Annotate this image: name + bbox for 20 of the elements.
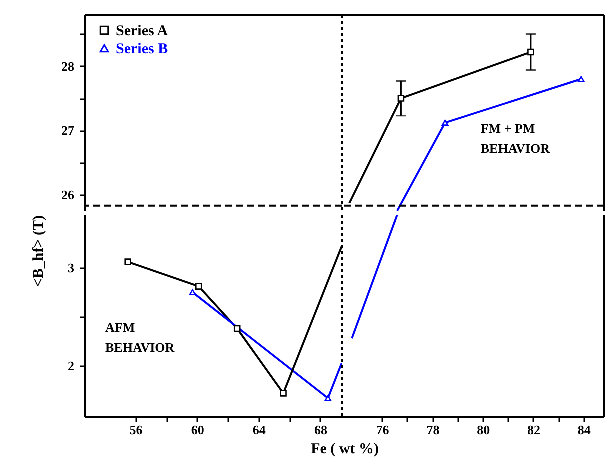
x-axis-title: Fe ( wt %)	[311, 442, 379, 458]
x-tick-label: 60	[191, 422, 204, 438]
x-tick-label: 80	[477, 422, 490, 438]
y-tick-label: 2	[68, 358, 74, 374]
legend-label: Series A	[116, 24, 168, 40]
y-tick-label: 26	[62, 187, 75, 202]
x-tick-label: 68	[314, 422, 328, 438]
y-tick-label: 27	[62, 123, 75, 138]
annotation: FM + PM BEHAVIOR	[480, 120, 551, 156]
annotation: AFM BEHAVIOR	[106, 320, 176, 356]
y-axis-title: <B_hf> (T)	[31, 216, 47, 288]
x-tick-label: 82	[527, 422, 540, 438]
x-tick-label: 78	[426, 422, 440, 438]
y-tick-label: 3	[68, 260, 75, 276]
x-tick-label: 76	[376, 422, 390, 438]
y-tick-label: 28	[62, 58, 75, 74]
legend-label: Series B	[116, 42, 168, 58]
x-tick-label: 84	[578, 422, 592, 438]
x-tick-label: 64	[252, 422, 266, 438]
x-tick-label: 56	[130, 422, 144, 438]
